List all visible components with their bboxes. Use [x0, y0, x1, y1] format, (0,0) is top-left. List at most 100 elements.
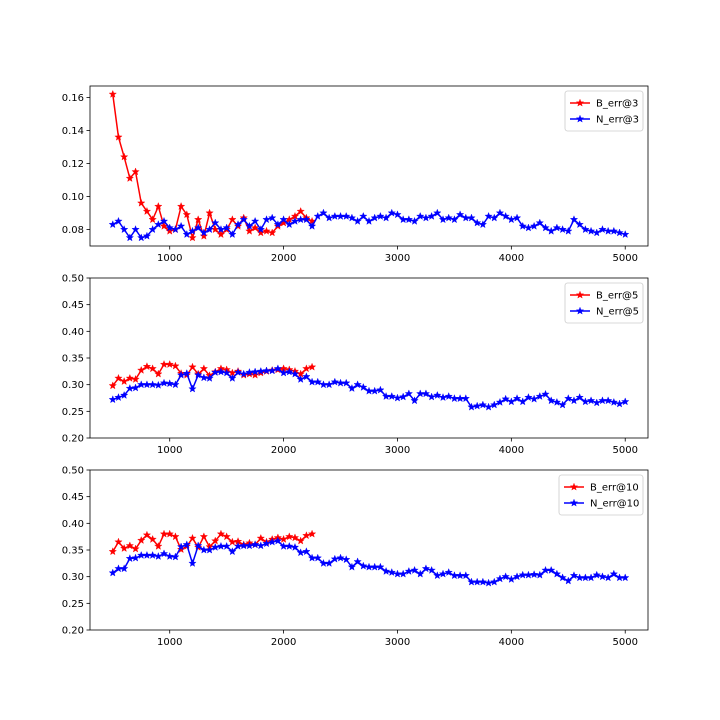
data-point	[586, 396, 596, 405]
data-point	[239, 369, 248, 378]
data-point	[290, 542, 300, 551]
data-point	[194, 370, 203, 379]
data-point	[524, 393, 533, 401]
x-tick-label: 5000	[612, 253, 637, 264]
data-point	[598, 225, 607, 234]
legend-box	[564, 282, 644, 324]
data-point	[131, 167, 140, 176]
data-point	[353, 380, 362, 389]
data-point	[137, 536, 146, 544]
data-point	[473, 401, 482, 410]
data-point	[154, 541, 163, 550]
data-point	[598, 572, 607, 581]
legend-label: B_err@5	[596, 291, 638, 302]
legend-marker	[569, 498, 579, 507]
legend-label: N_err@10	[590, 499, 639, 510]
data-point	[313, 211, 322, 220]
data-point	[347, 384, 357, 392]
data-point	[154, 220, 163, 229]
data-point	[188, 533, 197, 542]
data-point	[273, 220, 283, 229]
legend: B_err@3 N_err@3	[564, 90, 644, 132]
data-point	[433, 208, 442, 217]
data-point	[467, 213, 476, 222]
data-point	[529, 221, 539, 230]
data-point	[547, 226, 556, 235]
data-point	[165, 552, 174, 560]
data-point	[512, 213, 522, 222]
data-point	[228, 547, 237, 556]
data-point	[347, 562, 357, 571]
data-point	[575, 393, 584, 401]
data-point	[529, 570, 539, 579]
data-point	[131, 553, 140, 562]
data-point	[444, 568, 453, 576]
data-point	[507, 215, 516, 224]
data-point	[159, 549, 169, 558]
data-point	[273, 364, 283, 373]
data-point	[478, 220, 488, 229]
data-point	[250, 540, 260, 549]
data-point	[324, 380, 334, 389]
data-point	[541, 223, 550, 232]
data-point	[421, 564, 431, 573]
x-tick-label: 4000	[499, 637, 524, 648]
legend-marker	[575, 290, 585, 299]
data-point	[182, 210, 191, 219]
data-point	[399, 392, 408, 401]
data-point	[518, 221, 527, 230]
chart-panel-1: 1000 2000 3000 4000 5000 0.08 0.10 0.12 0.14 0.16…	[62, 85, 649, 264]
data-point	[148, 550, 157, 559]
data-point	[256, 228, 265, 237]
data-point	[205, 545, 214, 554]
plot-area	[108, 89, 630, 242]
data-point	[421, 213, 431, 222]
data-point	[296, 206, 305, 215]
y-tick-label: 0.08	[62, 225, 84, 236]
data-point	[296, 374, 305, 383]
data-point	[199, 532, 209, 541]
data-point	[108, 568, 117, 577]
data-point	[279, 215, 288, 224]
data-point	[342, 555, 351, 564]
data-point	[154, 369, 163, 378]
y-tick-label: 0.50	[62, 466, 84, 477]
data-point	[484, 402, 493, 411]
data-point	[433, 390, 442, 399]
data-point	[199, 373, 209, 382]
data-point	[114, 537, 123, 546]
data-point	[137, 233, 146, 242]
data-point	[211, 218, 220, 227]
data-point	[108, 381, 117, 390]
y-tick-label: 0.12	[62, 159, 84, 170]
data-point	[444, 392, 453, 400]
data-point	[222, 541, 231, 550]
data-point	[131, 225, 140, 234]
data-point	[393, 210, 402, 219]
data-point	[376, 385, 385, 394]
y-tick-label: 0.45	[62, 492, 84, 503]
data-point	[171, 225, 180, 234]
data-point	[131, 544, 140, 553]
data-point	[250, 370, 260, 379]
data-point	[535, 570, 544, 579]
data-point	[233, 220, 243, 229]
data-point	[262, 539, 271, 548]
data-point	[205, 373, 214, 382]
data-point	[490, 400, 499, 409]
data-point	[359, 561, 368, 570]
data-point	[142, 530, 152, 539]
data-point	[512, 572, 522, 581]
x-tick-label: 5000	[612, 637, 637, 648]
data-point	[592, 398, 601, 407]
data-point	[342, 378, 351, 387]
data-point	[347, 213, 357, 222]
y-tick-label: 0.16	[62, 93, 84, 104]
data-point	[603, 573, 613, 582]
data-point	[182, 369, 191, 377]
data-point	[603, 396, 613, 405]
data-point	[228, 230, 237, 238]
data-point	[370, 213, 379, 222]
data-point	[353, 557, 362, 566]
x-tick-label: 4000	[499, 253, 524, 264]
